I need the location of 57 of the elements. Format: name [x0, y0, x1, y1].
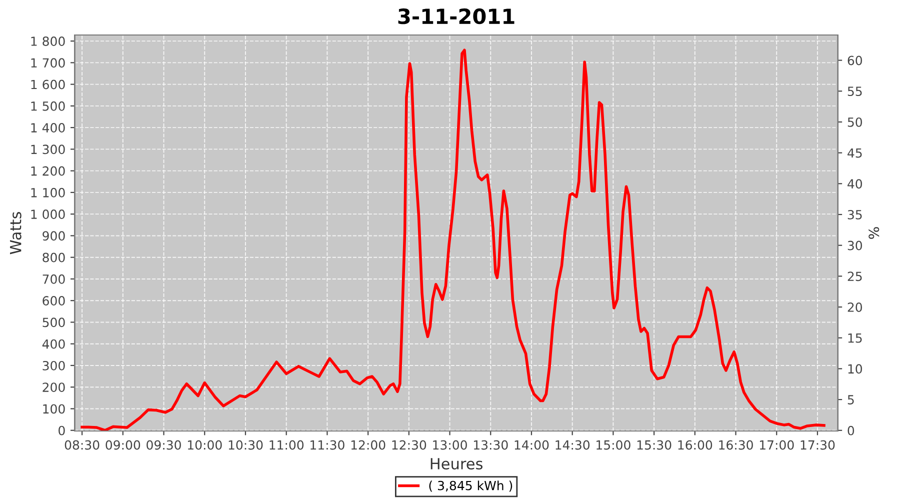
y-axis-title: Watts — [10, 212, 22, 254]
y2-tick-label: 40 — [848, 179, 862, 189]
y2-tick-label: 25 — [848, 272, 862, 282]
x-tick-label: 13:30 — [474, 440, 508, 450]
y-tick-label: 1 700 — [31, 58, 65, 68]
y-tick-label: 0 — [58, 426, 65, 436]
y2-tick-label: 45 — [848, 148, 862, 158]
x-tick-label: 10:00 — [188, 440, 222, 450]
y-tick-label: 1 600 — [31, 80, 65, 90]
line-series — [80, 48, 826, 431]
x-tick-label: 09:00 — [106, 440, 140, 450]
x-tick-label: 10:30 — [228, 440, 263, 450]
y-tick-label: 900 — [42, 231, 65, 241]
x-tick-label: 13:00 — [433, 440, 467, 450]
x-tick-label: 15:00 — [596, 440, 630, 450]
x-tick-label: 11:00 — [270, 440, 304, 450]
y2-axis-title: % — [868, 227, 880, 239]
x-tick-label: 17:30 — [800, 440, 835, 450]
y2-tick-label: 10 — [848, 364, 862, 374]
y-tick-label: 1 300 — [31, 144, 65, 154]
y-tick-label: 200 — [42, 382, 65, 392]
y-tick-label: 700 — [42, 274, 65, 284]
y2-tick-label: 60 — [848, 56, 862, 66]
y-tick-label: 500 — [42, 318, 65, 328]
y2-tick-label: 15 — [848, 333, 862, 343]
y-tick-label: 1 100 — [31, 188, 65, 198]
x-tick-label: 16:00 — [678, 440, 712, 450]
y2-tick-label: 0 — [848, 426, 854, 436]
x-tick-label: 14:00 — [514, 440, 549, 450]
legend-label: ( 3,845 kWh ) — [429, 480, 512, 492]
y-tick-label: 400 — [42, 339, 65, 349]
y-tick-label: 300 — [42, 360, 65, 370]
x-tick-label: 09:30 — [146, 440, 181, 450]
y-tick-label: 600 — [42, 296, 65, 306]
x-tick-label: 14:30 — [556, 440, 590, 450]
y2-tick-label: 55 — [848, 86, 862, 96]
y-tick-label: 1 200 — [31, 166, 65, 176]
chart-title: 3-11-2011 — [398, 8, 514, 24]
x-axis-title: Heures — [430, 458, 482, 470]
y2-tick-label: 50 — [848, 117, 862, 127]
x-tick-label: 11:30 — [310, 440, 344, 450]
x-tick-label: 12:30 — [392, 440, 426, 450]
x-tick-label: 12:00 — [351, 440, 386, 450]
x-tick-label: 17:00 — [760, 440, 794, 450]
y-tick-label: 1 800 — [31, 36, 65, 46]
y-tick-label: 800 — [42, 252, 65, 262]
y-tick-label: 100 — [43, 404, 65, 414]
y2-tick-label: 30 — [848, 240, 862, 250]
x-tick-label: 15:30 — [637, 440, 672, 450]
y-tick-label: 1 500 — [31, 101, 65, 111]
y-tick-label: 1 000 — [31, 210, 65, 220]
y2-tick-label: 35 — [848, 210, 862, 220]
y-tick-label: 1 400 — [31, 123, 65, 132]
x-tick-label: 16:30 — [719, 440, 753, 450]
y2-tick-label: 5 — [848, 395, 854, 404]
y2-tick-label: 20 — [848, 302, 862, 312]
x-tick-label: 08:30 — [64, 440, 100, 450]
